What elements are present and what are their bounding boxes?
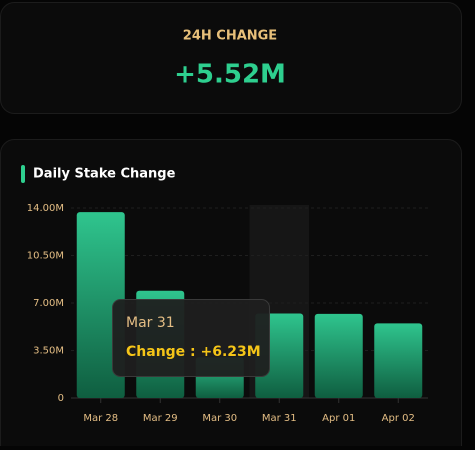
y-tick-label: 0 bbox=[58, 393, 64, 404]
chart-card bbox=[0, 139, 462, 450]
x-tick-label: Apr 02 bbox=[382, 413, 415, 424]
title-accent bbox=[21, 165, 25, 183]
stat-card bbox=[0, 2, 462, 114]
y-tick-label: 14.00M bbox=[27, 203, 64, 214]
x-tick-label: Mar 30 bbox=[202, 413, 237, 424]
bar bbox=[314, 313, 363, 398]
y-tick-label: 10.50M bbox=[27, 251, 64, 262]
y-tick-label: 7.00M bbox=[33, 298, 64, 309]
plot: 0 3.50M 7.00M 10.50M 14.00M Mar 28 Mar 29 Mar 3… bbox=[27, 203, 428, 424]
stat-label: 24H CHANGE bbox=[183, 29, 277, 44]
stat-value: +5.52M bbox=[174, 60, 286, 90]
x-tick-label: Apr 01 bbox=[322, 413, 355, 424]
tooltip: Mar 31 Change : +6.23M bbox=[112, 299, 270, 377]
x-tick-label: Mar 29 bbox=[143, 413, 178, 424]
chart-title: Daily Stake Change bbox=[33, 167, 176, 182]
bar bbox=[374, 323, 423, 398]
tooltip-box bbox=[112, 299, 270, 377]
tooltip-title: Mar 31 bbox=[126, 315, 175, 331]
y-tick-label: 3.50M bbox=[33, 346, 64, 357]
x-tick-label: Mar 31 bbox=[262, 413, 297, 424]
x-tick-label: Mar 28 bbox=[83, 413, 118, 424]
tooltip-value: Change : +6.23M bbox=[126, 344, 261, 360]
